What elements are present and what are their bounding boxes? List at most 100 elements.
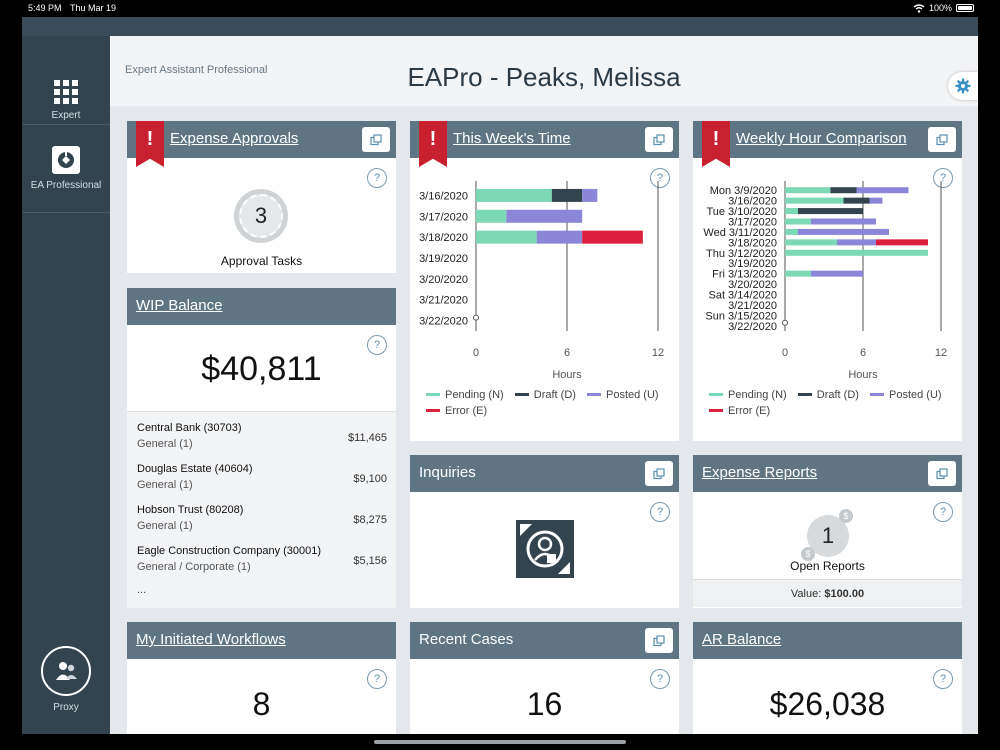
y-tick-label: 3/21/2020: [728, 300, 777, 312]
help-button[interactable]: ?: [367, 168, 387, 188]
list-item[interactable]: Douglas Estate (40604) General (1) $9,10…: [137, 463, 387, 503]
sidebar-item-proxy[interactable]: Proxy: [22, 646, 110, 713]
x-tick-label: 0: [782, 347, 788, 359]
device-status-bar: 5:49 PM Thu Mar 19 100%: [0, 0, 1000, 17]
expense-value-footer: Value: $100.00: [693, 579, 962, 607]
legend-swatch: [587, 393, 601, 396]
bar-segment: [876, 239, 928, 246]
bar-segment: [830, 187, 857, 194]
sidebar-divider: [22, 124, 110, 125]
settings-button[interactable]: [948, 72, 978, 100]
client-name: Eagle Construction Company (30001): [137, 545, 322, 557]
y-tick-label: 3/16/2020: [419, 190, 468, 202]
bar-segment: [476, 188, 552, 202]
y-tick-label: 3/21/2020: [419, 295, 468, 307]
client-amount: $11,465: [348, 432, 387, 444]
home-indicator[interactable]: [374, 740, 626, 744]
approval-count-seal: 3: [234, 189, 288, 243]
this-weeks-time-card[interactable]: ! This Week's Time ? 0 6 12 Hours 3/16/2020 3…: [410, 121, 679, 441]
sidebar-item-expert[interactable]: Expert: [22, 80, 110, 121]
x-tick-label: 12: [652, 347, 664, 359]
help-button[interactable]: ?: [367, 669, 387, 689]
list-item[interactable]: Central Bank (30703) General (1) $11,465: [137, 422, 387, 462]
copy-button[interactable]: [645, 127, 673, 152]
wifi-icon: [913, 3, 925, 13]
wip-balance-title[interactable]: WIP Balance: [136, 297, 223, 314]
y-tick-label: Tue 3/10/2020: [706, 206, 777, 218]
card-header: [693, 622, 962, 659]
help-button[interactable]: ?: [933, 669, 953, 689]
copy-button[interactable]: [928, 127, 956, 152]
copy-icon: [370, 133, 382, 145]
copy-icon: [653, 133, 665, 145]
card-header: [410, 121, 679, 158]
y-tick-label: 3/20/2020: [419, 274, 468, 286]
legend-label: Pending (N): [445, 388, 504, 401]
legend-item: Error (E): [709, 405, 770, 417]
app-subtitle: Expert Assistant Professional: [125, 64, 268, 76]
ar-balance-title[interactable]: AR Balance: [702, 631, 782, 648]
y-tick-label: 3/16/2020: [728, 196, 777, 208]
ar-balance-amount: $26,038: [769, 686, 886, 722]
inquiries-card[interactable]: Inquiries ?: [410, 455, 679, 608]
copy-button[interactable]: [362, 127, 390, 152]
bar-segment: [476, 230, 537, 244]
weekly-hour-comparison-title[interactable]: Weekly Hour Comparison: [736, 130, 907, 147]
y-tick-label: 3/22/2020: [419, 316, 468, 328]
expense-reports-card[interactable]: Expense Reports ? 1 $ $ Open Reports Val…: [693, 455, 962, 608]
proxy-users-icon: [41, 646, 91, 696]
sidebar-divider: [22, 212, 110, 213]
bar-segment: [582, 230, 643, 244]
this-weeks-time-title[interactable]: This Week's Time: [453, 130, 571, 147]
bar-segment: [785, 187, 831, 194]
legend-swatch: [426, 409, 440, 412]
help-button[interactable]: ?: [650, 502, 670, 522]
ar-balance-card[interactable]: AR Balance ? $26,038: [693, 622, 962, 734]
copy-button[interactable]: [645, 628, 673, 653]
sidebar-item-label: Proxy: [53, 702, 79, 713]
bar-segment: [785, 218, 811, 225]
my-initiated-workflows-title[interactable]: My Initiated Workflows: [136, 631, 286, 648]
help-button[interactable]: ?: [650, 168, 670, 188]
card-header: [410, 622, 679, 659]
sidebar-item-label: Expert: [51, 110, 81, 121]
dashboard-main: Expert Assistant Professional EAPro - Pe…: [110, 36, 978, 734]
bar-segment: [506, 209, 583, 223]
client-amount: $9,100: [353, 473, 387, 485]
expense-approvals-card[interactable]: ! Expense Approvals ? 3 Approval Tasks: [127, 121, 396, 273]
copy-button[interactable]: [928, 461, 956, 486]
help-button[interactable]: ?: [933, 168, 953, 188]
recent-cases-card[interactable]: Recent Cases ? 16: [410, 622, 679, 734]
x-axis-label: Hours: [552, 369, 582, 381]
wip-balance-card[interactable]: WIP Balance ? $40,811 Central Bank (3070…: [127, 288, 396, 608]
help-button[interactable]: ?: [367, 335, 387, 355]
list-item[interactable]: Eagle Construction Company (30001) Gener…: [137, 545, 387, 585]
bar-segment: [837, 239, 876, 246]
weekly-hour-comparison-card[interactable]: ! Weekly Hour Comparison ? 0 6 12 Hours Mon …: [693, 121, 962, 441]
my-initiated-workflows-card[interactable]: My Initiated Workflows ? 8: [127, 622, 396, 734]
chart-legend: Pending (N) Draft (D) Posted (U) Error (…: [426, 387, 667, 417]
legend-label: Posted (U): [889, 388, 942, 401]
y-tick-label: Fri 3/13/2020: [712, 269, 777, 281]
ea-professional-icon: [52, 146, 80, 174]
sidebar-item-ea-professional[interactable]: EA Professional: [22, 146, 110, 191]
help-button[interactable]: ?: [933, 502, 953, 522]
list-item[interactable]: Hobson Trust (80208) General (1) $8,275: [137, 504, 387, 544]
card-header: [693, 121, 962, 158]
more-indicator[interactable]: ...: [137, 584, 147, 596]
x-tick-label: 6: [564, 347, 570, 359]
copy-icon: [653, 634, 665, 646]
value-amount: $100.00: [824, 588, 865, 600]
card-header: [127, 121, 396, 158]
help-button[interactable]: ?: [650, 669, 670, 689]
y-tick-label: 3/20/2020: [728, 279, 777, 291]
expense-reports-title[interactable]: Expense Reports: [702, 464, 818, 481]
workflows-count: 8: [252, 686, 271, 722]
page-header: Expert Assistant Professional EAPro - Pe…: [110, 36, 978, 106]
expense-approvals-title[interactable]: Expense Approvals: [170, 130, 299, 147]
y-tick-label: 3/19/2020: [419, 253, 468, 265]
copy-button[interactable]: [645, 461, 673, 486]
legend-swatch: [797, 393, 812, 396]
bar-segment: [551, 188, 583, 202]
